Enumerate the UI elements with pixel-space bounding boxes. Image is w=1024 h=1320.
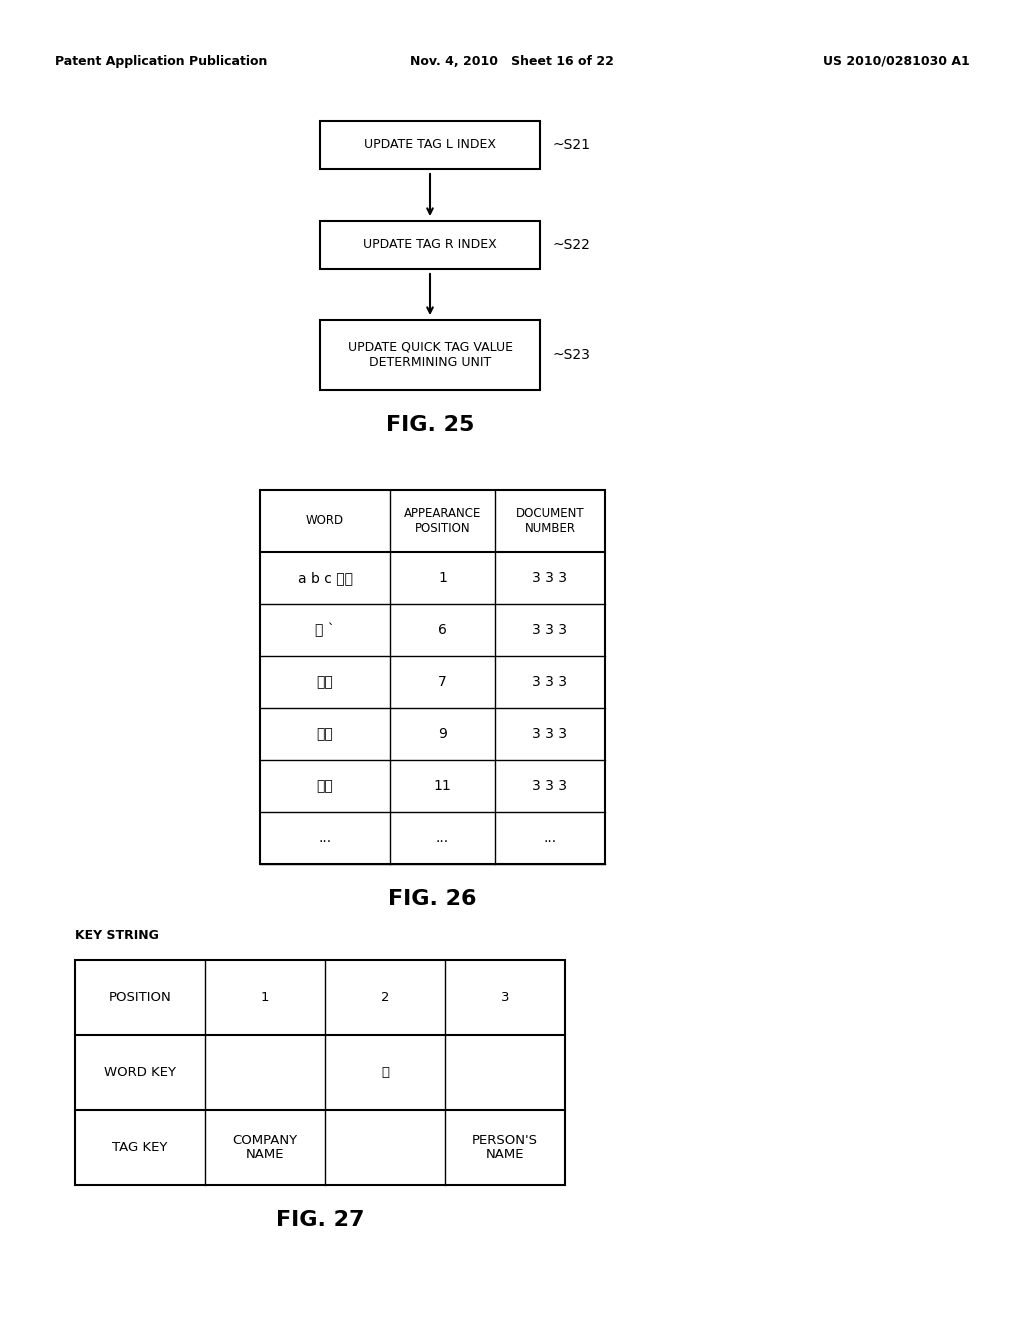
Text: 11: 11: [433, 779, 452, 793]
Text: 1: 1: [438, 572, 446, 585]
Text: 3: 3: [501, 991, 509, 1005]
Text: 3 3 3: 3 3 3: [532, 779, 567, 793]
Text: ...: ...: [318, 832, 332, 845]
Text: の: の: [381, 1067, 389, 1078]
Text: Nov. 4, 2010   Sheet 16 of 22: Nov. 4, 2010 Sheet 16 of 22: [410, 55, 614, 69]
Text: POSITION: POSITION: [109, 991, 171, 1005]
Text: APPEARANCE
POSITION: APPEARANCE POSITION: [403, 507, 481, 535]
Bar: [75, 960, 565, 1185]
Bar: [319, 319, 540, 389]
Text: ~S21: ~S21: [552, 139, 590, 152]
Text: 3 3 3: 3 3 3: [532, 727, 567, 741]
Text: 1: 1: [261, 991, 269, 1005]
Text: TAG KEY: TAG KEY: [113, 1140, 168, 1154]
Bar: [260, 490, 605, 865]
Text: a b c 産業: a b c 産業: [298, 572, 352, 585]
Text: COMPANY
NAME: COMPANY NAME: [232, 1134, 298, 1162]
Text: WORD KEY: WORD KEY: [104, 1067, 176, 1078]
Text: FIG. 27: FIG. 27: [275, 1210, 365, 1230]
Text: 9: 9: [438, 727, 446, 741]
Text: 3 3 3: 3 3 3: [532, 572, 567, 585]
Text: の `: の `: [315, 623, 335, 638]
Text: 3 3 3: 3 3 3: [532, 623, 567, 638]
Text: 3 3 3: 3 3 3: [532, 675, 567, 689]
Bar: [319, 220, 540, 269]
Text: 山田: 山田: [316, 675, 334, 689]
Text: KEY STRING: KEY STRING: [75, 929, 159, 942]
Text: ...: ...: [544, 832, 557, 845]
Text: UPDATE TAG R INDEX: UPDATE TAG R INDEX: [364, 239, 497, 252]
Text: ~S23: ~S23: [552, 348, 590, 362]
Text: UPDATE TAG L INDEX: UPDATE TAG L INDEX: [364, 139, 496, 152]
Bar: [319, 121, 540, 169]
Text: 7: 7: [438, 675, 446, 689]
Text: 6: 6: [438, 623, 446, 638]
Text: FIG. 26: FIG. 26: [388, 888, 477, 909]
Text: PERSON'S
NAME: PERSON'S NAME: [472, 1134, 538, 1162]
Text: 太郎: 太郎: [316, 727, 334, 741]
Text: 社長: 社長: [316, 779, 334, 793]
Text: FIG. 25: FIG. 25: [386, 414, 474, 436]
Text: ~S22: ~S22: [552, 238, 590, 252]
Text: DOCUMENT
NUMBER: DOCUMENT NUMBER: [516, 507, 585, 535]
Text: 2: 2: [381, 991, 389, 1005]
Text: WORD: WORD: [306, 515, 344, 528]
Text: UPDATE QUICK TAG VALUE
DETERMINING UNIT: UPDATE QUICK TAG VALUE DETERMINING UNIT: [347, 341, 512, 370]
Text: US 2010/0281030 A1: US 2010/0281030 A1: [823, 55, 970, 69]
Text: Patent Application Publication: Patent Application Publication: [55, 55, 267, 69]
Text: ...: ...: [436, 832, 450, 845]
